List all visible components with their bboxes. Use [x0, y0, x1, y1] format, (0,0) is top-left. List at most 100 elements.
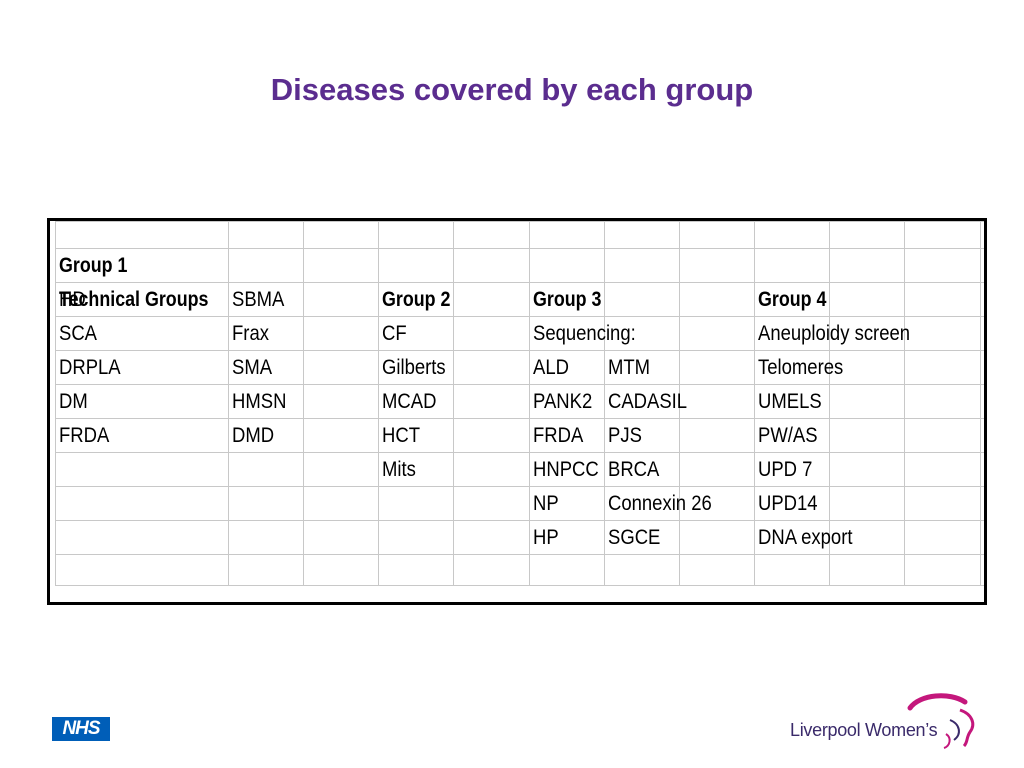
table-row: DRPLA SMA Gilberts ALD MTM Telomeres: [55, 350, 984, 385]
table-row: SCA Frax CF Sequencing: Aneuploidy screen: [55, 316, 984, 351]
cell-text: Group 2: [382, 287, 451, 311]
table-cell: HCT: [378, 418, 455, 453]
table-cell: [55, 520, 229, 555]
table-cell: MCAD: [378, 384, 455, 419]
table-cell: Gilberts: [378, 350, 455, 385]
cell-text: Mits: [382, 457, 417, 481]
table-cell: [979, 384, 984, 419]
groups-table: Group 1 Technical Groups HD SBMA Group 2 Grou…: [55, 221, 984, 586]
table-cell: UMELS: [754, 384, 831, 419]
table-cell: [678, 248, 756, 283]
table-cell: Aneuploidy screen: [754, 316, 910, 351]
table-row: Mits HNPCC BRCA UPD 7: [55, 452, 984, 487]
table-cell: BRCA: [603, 452, 680, 487]
cell-text: MCAD: [382, 389, 437, 413]
table-cell: [904, 418, 981, 453]
table-cell: [453, 384, 530, 419]
table-cell: Group 1: [55, 248, 229, 283]
spreadsheet-table: Group 1 Technical Groups HD SBMA Group 2 Grou…: [47, 218, 987, 605]
table-cell: [829, 418, 906, 453]
table-cell: [378, 554, 455, 586]
table-cell: [603, 248, 680, 283]
table-row: [55, 554, 984, 586]
table-cell: [979, 554, 984, 586]
table-cell: [528, 248, 605, 283]
table-cell: DRPLA: [55, 350, 229, 385]
table-cell: Group 3: [528, 282, 605, 317]
table-cell: [453, 486, 530, 521]
table-cell: DMD: [227, 418, 304, 453]
table-cell: [453, 350, 530, 385]
cell-text: SBMA: [231, 287, 285, 311]
table-cell: PW/AS: [754, 418, 831, 453]
table-cell: NP: [528, 486, 605, 521]
table-cell: HNPCC: [528, 452, 605, 487]
cell-text: FRDA: [532, 423, 583, 447]
cell-text: HD: [59, 287, 86, 311]
table-cell: [453, 248, 530, 283]
cell-text: Group 3: [532, 287, 601, 311]
table-cell: [227, 554, 304, 586]
table-row: NP Connexin 26 UPD14: [55, 486, 984, 521]
cell-text: HCT: [382, 423, 421, 447]
table-cell: [754, 221, 831, 249]
cell-text: CF: [382, 321, 407, 345]
table-cell: [378, 520, 455, 555]
table-cell: [227, 486, 304, 521]
table-cell: [829, 350, 906, 385]
womens-face-icon: [907, 693, 975, 749]
table-cell: [453, 221, 530, 249]
cell-text: Technical Groups: [59, 287, 209, 311]
table-cell: [227, 248, 304, 283]
cell-text: DNA export: [758, 525, 853, 549]
table-cell: CF: [378, 316, 455, 351]
table-cell: [678, 520, 756, 555]
cell-text: DMD: [231, 423, 274, 447]
table-cell: [829, 384, 906, 419]
table-cell: UPD14: [754, 486, 831, 521]
table-cell: [528, 554, 605, 586]
table-row: FRDA DMD HCT FRDA PJS PW/AS: [55, 418, 984, 453]
cell-text: SCA: [59, 321, 98, 345]
table-cell: [678, 282, 756, 317]
table-cell: [678, 316, 756, 351]
table-cell: [302, 486, 380, 521]
table-row: Group 1: [55, 248, 984, 283]
table-cell: [979, 452, 984, 487]
cell-text: UMELS: [758, 389, 822, 413]
table-cell: DNA export: [754, 520, 853, 555]
table-cell: [453, 554, 530, 586]
table-cell: HD: [55, 282, 229, 317]
table-cell: [904, 316, 981, 351]
cell-text: HMSN: [231, 389, 287, 413]
table-cell: [979, 248, 984, 283]
nhs-logo: NHS: [52, 717, 110, 741]
table-cell: [829, 520, 906, 555]
table-cell: [453, 316, 530, 351]
cell-text: DRPLA: [59, 355, 121, 379]
table-cell: [603, 282, 680, 317]
table-cell: [378, 248, 455, 283]
table-cell: [302, 384, 380, 419]
table-cell: [302, 554, 380, 586]
cell-text: ALD: [532, 355, 569, 379]
table-cell: [678, 554, 756, 586]
table-cell: [829, 248, 906, 283]
table-cell: [603, 221, 680, 249]
table-cell: [904, 486, 981, 521]
table-cell: [979, 221, 984, 249]
table-cell: [979, 282, 984, 317]
table-cell: [302, 418, 380, 453]
cell-text: NP: [532, 491, 559, 515]
table-cell: [55, 452, 229, 487]
table-cell: Frax: [227, 316, 304, 351]
table-cell: [302, 520, 380, 555]
table-cell: DM: [55, 384, 229, 419]
table-cell: [55, 221, 229, 249]
table-cell: [904, 248, 981, 283]
table-cell: [302, 248, 380, 283]
table-cell: [829, 452, 906, 487]
table-cell: ALD: [528, 350, 605, 385]
table-cell: [453, 282, 530, 317]
table-cell: Sequencing:: [528, 316, 635, 351]
